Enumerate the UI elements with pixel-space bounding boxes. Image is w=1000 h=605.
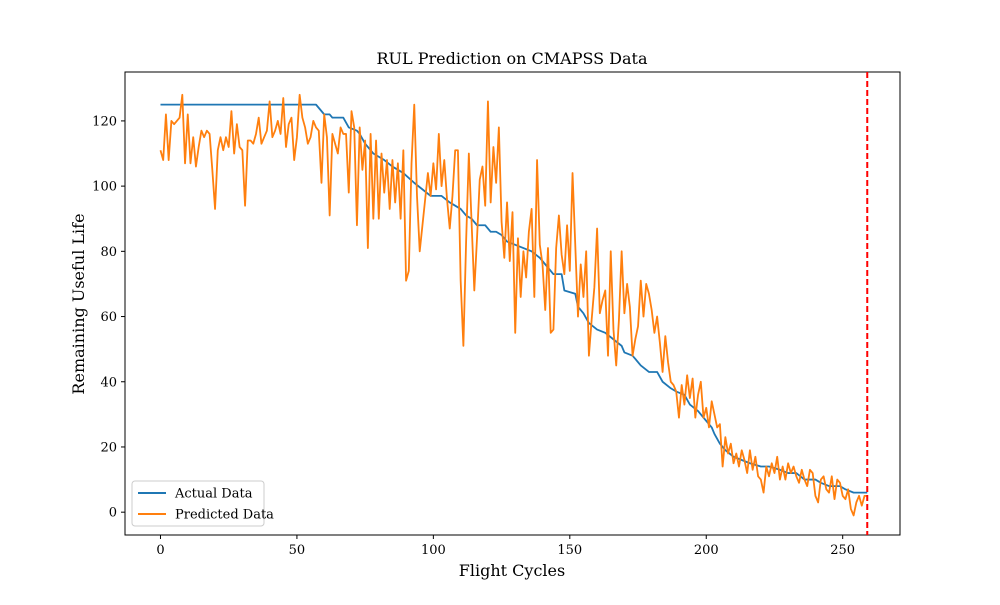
x-tick-label: 250 xyxy=(830,543,855,558)
legend-label: Actual Data xyxy=(174,487,253,502)
x-tick-label: 50 xyxy=(289,543,306,558)
predicted-data-line xyxy=(159,93,868,517)
y-tick-label: 40 xyxy=(100,375,117,390)
y-axis-label: Remaining Useful Life xyxy=(69,213,88,394)
legend-label: Predicted Data xyxy=(175,508,274,523)
y-tick-label: 60 xyxy=(100,310,117,325)
x-tick-label: 150 xyxy=(557,543,582,558)
y-tick-label: 80 xyxy=(100,245,117,260)
x-axis-label: Flight Cycles xyxy=(459,561,565,580)
x-tick-label: 0 xyxy=(156,543,164,558)
y-axis: 0 20 40 60 80 100 120 xyxy=(92,114,125,521)
chart-title: RUL Prediction on CMAPSS Data xyxy=(376,49,648,68)
legend: Actual Data Predicted Data xyxy=(131,480,274,527)
y-tick-label: 120 xyxy=(92,114,117,129)
y-tick-label: 20 xyxy=(100,440,117,455)
plot-area-frame xyxy=(124,71,901,536)
x-axis: 0 50 100 150 200 250 xyxy=(156,535,855,558)
x-tick-label: 100 xyxy=(421,543,446,558)
x-tick-label: 200 xyxy=(694,543,719,558)
y-tick-label: 0 xyxy=(109,506,117,521)
y-tick-label: 100 xyxy=(92,180,117,195)
